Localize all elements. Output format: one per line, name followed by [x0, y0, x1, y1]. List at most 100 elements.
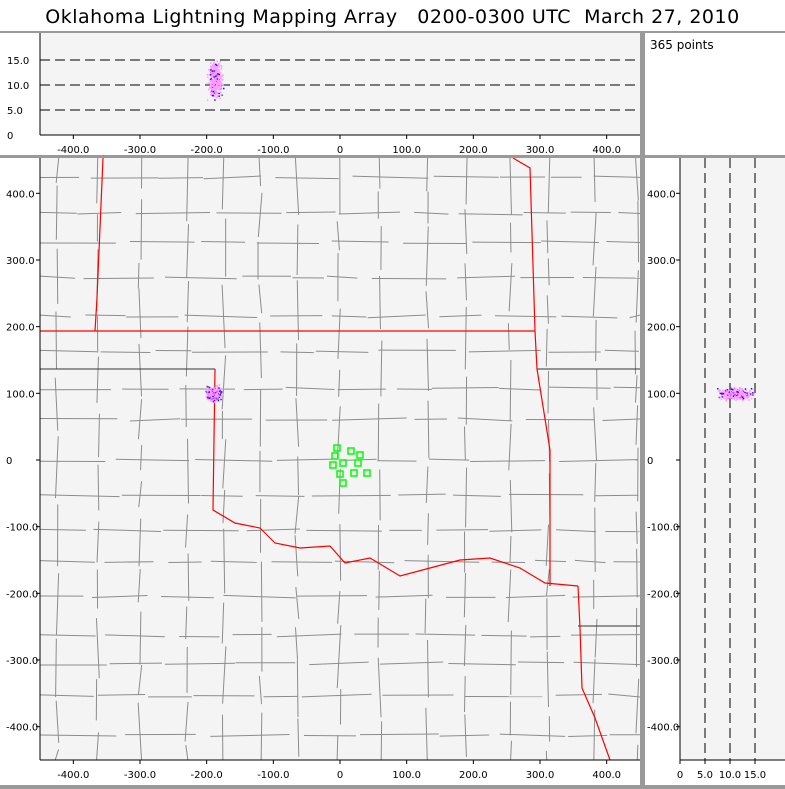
lightning-source [210, 388, 212, 390]
lightning-source [731, 395, 733, 397]
x-tick-label: 300.0 [526, 145, 555, 155]
lightning-source [721, 394, 723, 396]
x-tick-label: 300.0 [526, 770, 555, 781]
lightning-source [214, 401, 216, 403]
lightning-source [214, 388, 216, 390]
lightning-source [214, 390, 216, 392]
lightning-source [740, 398, 742, 400]
y-tick-label: 5.0 [7, 106, 23, 117]
county-line [104, 562, 153, 563]
lightning-source [734, 392, 736, 394]
lightning-source [210, 74, 212, 76]
lightning-source [214, 82, 216, 84]
county-line [101, 352, 151, 353]
county-line [272, 562, 332, 563]
lightning-source [213, 398, 215, 400]
county-line [201, 496, 243, 497]
lightning-source [211, 72, 213, 74]
lightning-source [217, 86, 219, 88]
lightning-source [207, 397, 209, 399]
lightning-source [216, 400, 218, 402]
lightning-source [749, 392, 751, 394]
lightning-source [212, 64, 214, 66]
lightning-source [206, 396, 208, 398]
county-line [511, 631, 512, 695]
lightning-source [722, 390, 724, 392]
lightning-source [751, 388, 753, 390]
chart-title: Oklahoma Lightning Mapping Array 0200-03… [0, 0, 785, 31]
lightning-source [213, 393, 215, 395]
lightning-source [752, 392, 754, 394]
lightning-source [751, 394, 753, 396]
lightning-source [211, 394, 213, 396]
county-line [56, 312, 57, 370]
county-line [360, 734, 439, 735]
lightning-source [218, 93, 220, 95]
lightning-source [216, 64, 218, 66]
lightning-source [211, 391, 213, 393]
lightning-source [206, 389, 208, 391]
county-line [138, 263, 139, 288]
lightning-source [214, 95, 216, 97]
county-line [141, 199, 142, 259]
lightning-source [210, 390, 212, 392]
lightning-source [209, 79, 211, 81]
lightning-source [222, 394, 224, 396]
lightning-source [218, 84, 220, 86]
lightning-source [208, 391, 210, 393]
x-tick-label: -300.0 [124, 770, 156, 781]
lightning-source [220, 74, 222, 76]
lightning-source [219, 384, 221, 386]
x-tick-label: 10.0 [719, 770, 741, 781]
y-tick-label: -400.0 [6, 723, 38, 734]
county-line [510, 360, 511, 421]
lightning-source [206, 385, 208, 387]
lightning-source [727, 398, 729, 400]
county-line [436, 530, 488, 531]
lightning-source [217, 385, 219, 387]
county-line [432, 388, 499, 389]
y-tick-label: 200.0 [6, 323, 35, 334]
lightning-source [218, 387, 220, 389]
county-line [297, 660, 298, 717]
lightning-source [216, 396, 218, 398]
y-tick-label: -300.0 [647, 656, 679, 667]
lightning-source [723, 393, 725, 395]
lightning-source [745, 396, 747, 398]
lightning-source [735, 396, 737, 398]
lightning-source [214, 68, 216, 70]
lightning-source [740, 390, 742, 392]
lightning-source [215, 87, 217, 89]
lightning-source [208, 389, 210, 391]
lightning-source [218, 79, 220, 81]
altitude-ns-plot: 400.0300.0200.0100.00-100.0-200.0-300.0-… [645, 158, 785, 785]
y-tick-label: 100.0 [6, 389, 35, 400]
county-line [158, 178, 203, 179]
lightning-source [211, 89, 213, 91]
lightning-source [217, 68, 219, 70]
lightning-source [210, 91, 212, 93]
lightning-source [724, 396, 726, 398]
lightning-source [738, 395, 740, 397]
lightning-source [221, 391, 223, 393]
plot-area [680, 158, 785, 760]
lightning-source [215, 75, 217, 77]
point-count: 365 points [650, 38, 714, 52]
lightning-source [727, 393, 729, 395]
y-tick-label: -100.0 [647, 523, 679, 534]
lightning-source [207, 76, 209, 78]
lightning-source [211, 79, 213, 81]
lightning-source [212, 86, 214, 88]
lightning-source [221, 76, 223, 78]
lightning-source [215, 93, 217, 95]
x-tick-label: -400.0 [57, 145, 89, 155]
lightning-source [208, 89, 210, 91]
y-tick-label: 100.0 [647, 389, 676, 400]
county-line [379, 158, 380, 189]
lightning-source [725, 398, 727, 400]
y-tick-label: -300.0 [6, 656, 38, 667]
x-tick-label: 100.0 [392, 770, 421, 781]
info-panel: 365 points [645, 33, 785, 155]
